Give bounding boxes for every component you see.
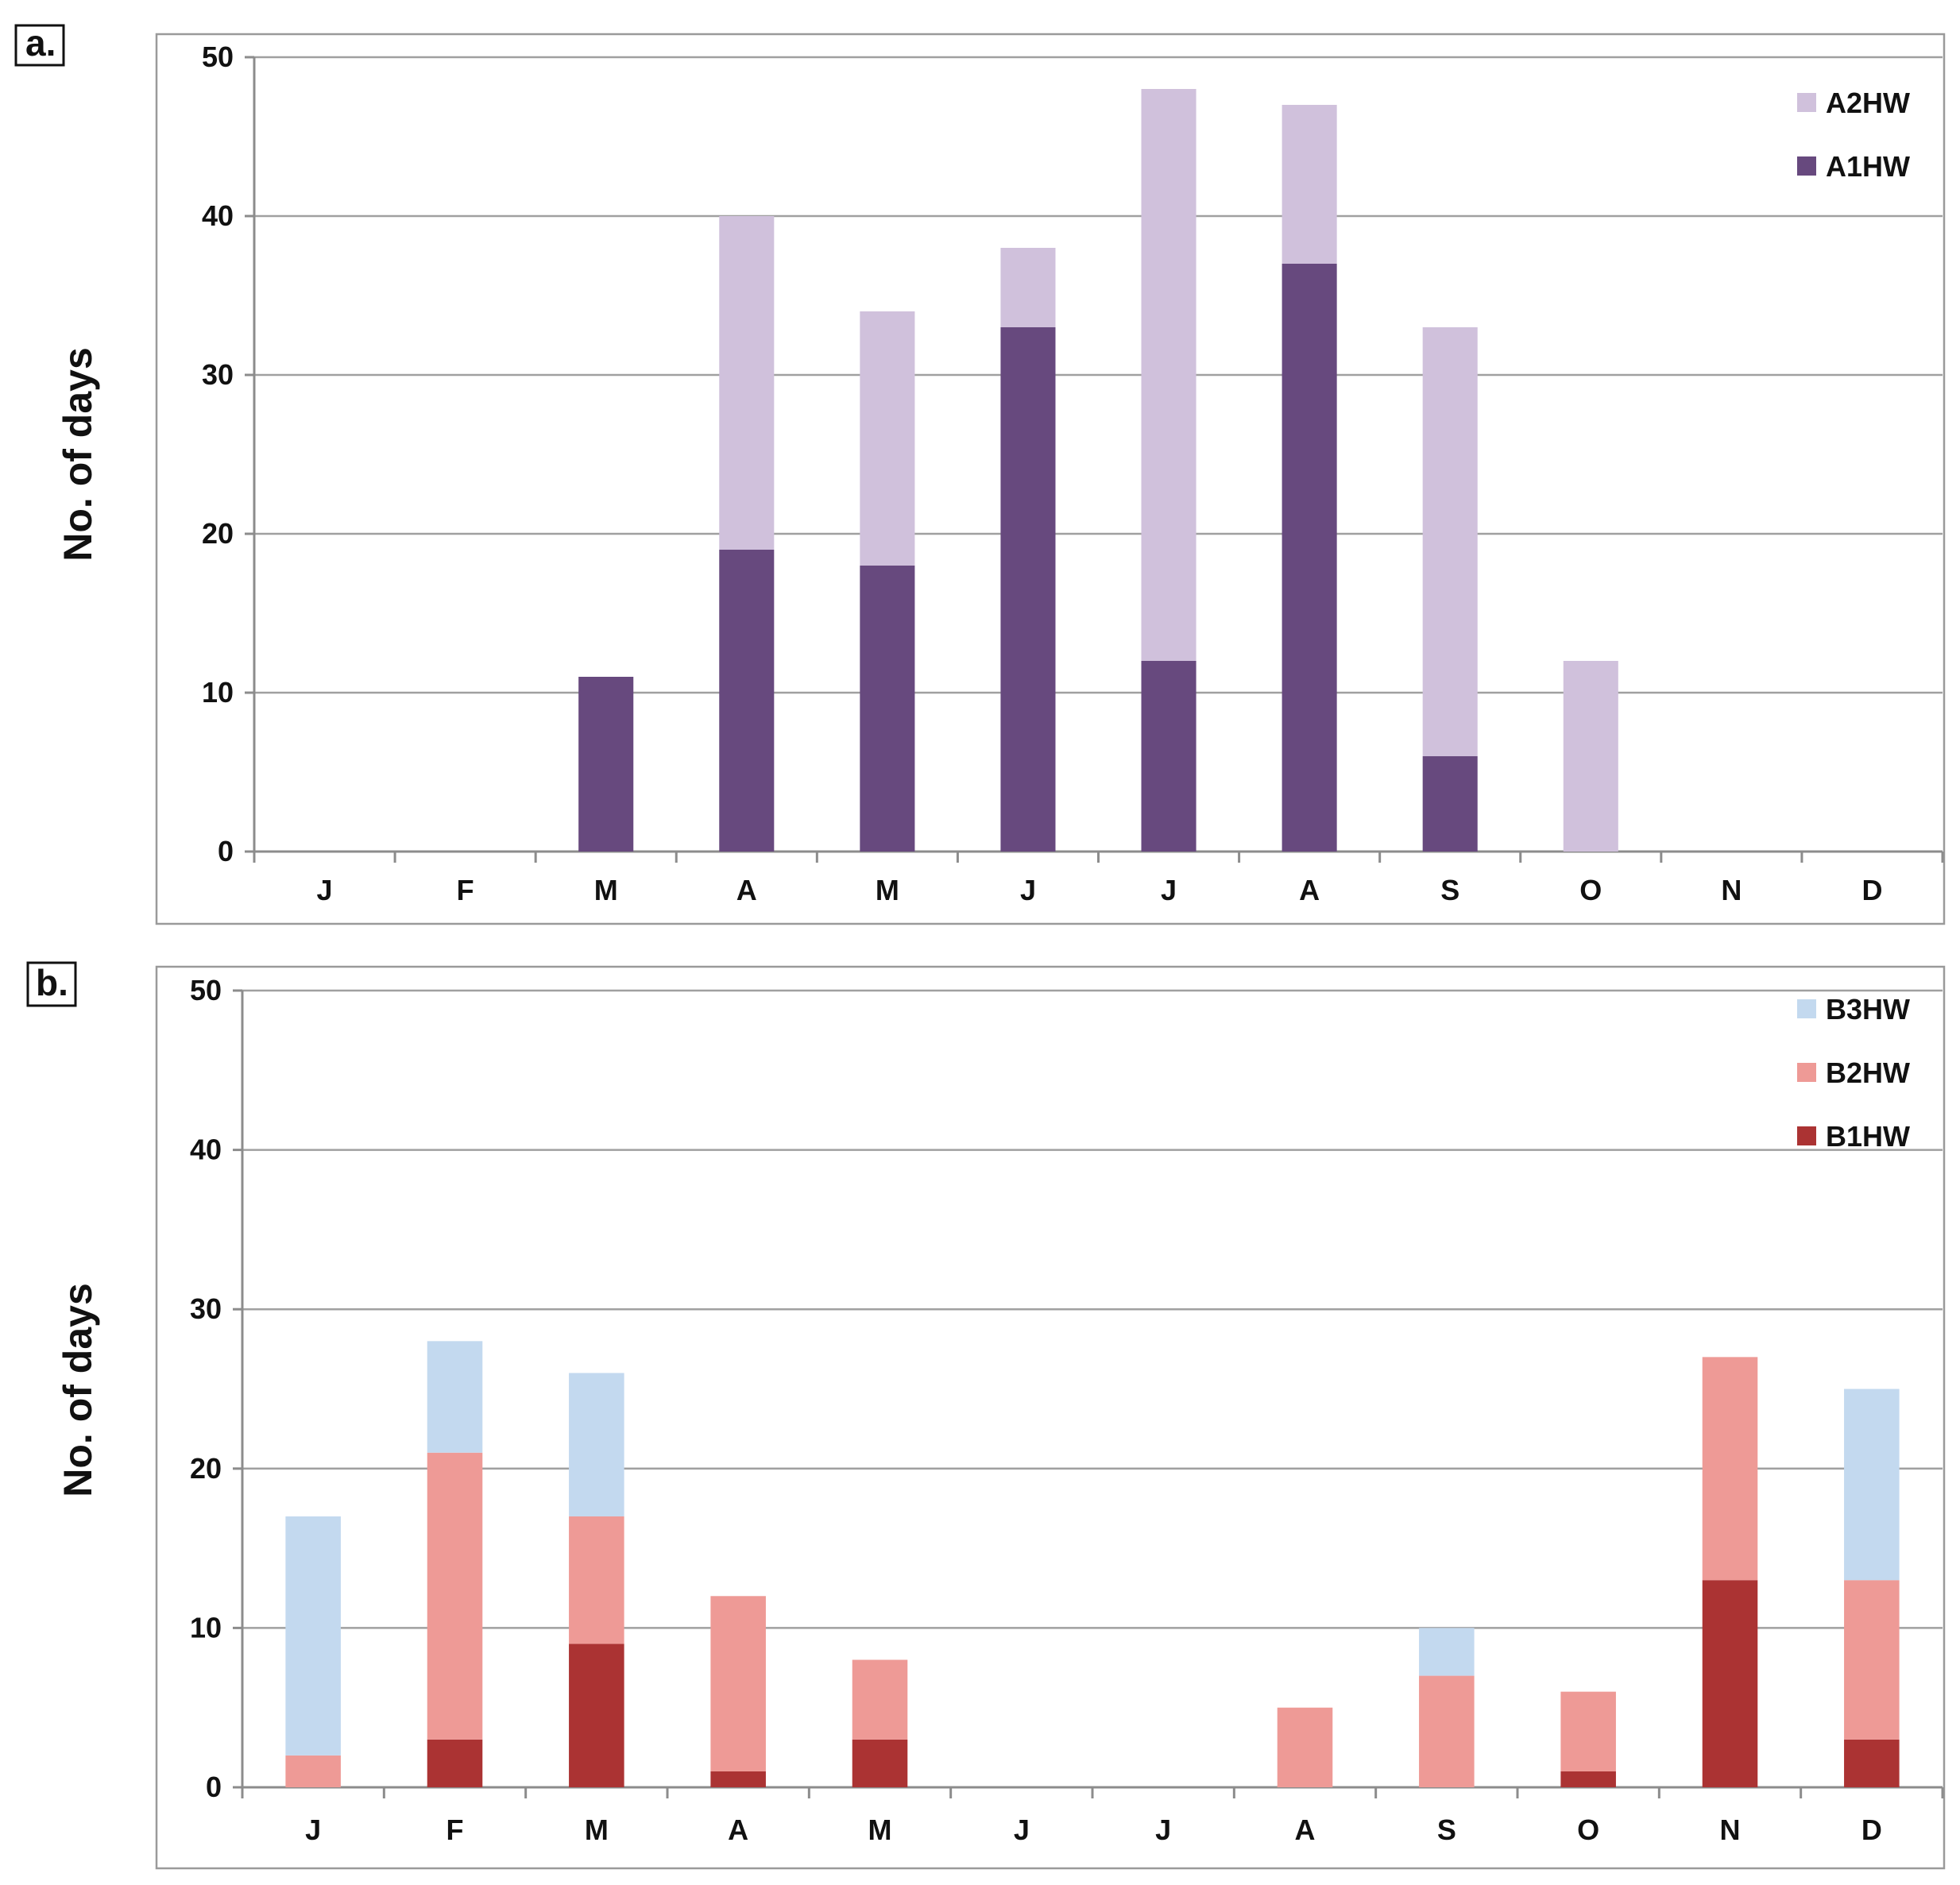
x-tick-label: M bbox=[594, 874, 618, 906]
bar-b2hw-f-2 bbox=[427, 1452, 483, 1740]
y-axis-title: No. of days bbox=[56, 347, 100, 561]
x-tick-label: N bbox=[1721, 874, 1742, 906]
y-tick-label: 0 bbox=[218, 835, 234, 867]
y-tick-label: 40 bbox=[190, 1134, 222, 1166]
x-tick-label: J bbox=[1155, 1814, 1171, 1846]
x-tick-label: M bbox=[868, 1814, 892, 1846]
bar-b2hw-a-8 bbox=[1277, 1707, 1333, 1787]
x-tick-label: F bbox=[447, 1814, 464, 1846]
bar-a2hw-m-5 bbox=[860, 311, 915, 566]
x-tick-label: A bbox=[1295, 1814, 1316, 1846]
legend-label-b3hw: B3HW bbox=[1826, 993, 1910, 1026]
panel-label-box bbox=[14, 24, 65, 67]
y-tick-label: 0 bbox=[206, 1771, 222, 1803]
y-tick-label: 50 bbox=[202, 41, 234, 73]
bar-a2hw-j-6 bbox=[1000, 248, 1056, 327]
legend-swatch-b1hw bbox=[1797, 1126, 1816, 1145]
bar-b3hw-m-3 bbox=[569, 1373, 624, 1516]
bar-b1hw-m-3 bbox=[569, 1644, 624, 1787]
bar-a1hw-a-4 bbox=[719, 550, 775, 852]
x-tick-label: J bbox=[1161, 874, 1177, 906]
x-tick-label: A bbox=[736, 874, 757, 906]
bar-a1hw-m-5 bbox=[860, 566, 915, 852]
x-tick-label: O bbox=[1579, 874, 1602, 906]
y-tick-label: 20 bbox=[202, 517, 234, 550]
bar-b2hw-d-12 bbox=[1844, 1580, 1900, 1740]
bar-b2hw-j-1 bbox=[285, 1755, 341, 1787]
y-tick-label: 20 bbox=[190, 1452, 222, 1485]
bar-a2hw-a-8 bbox=[1282, 105, 1337, 264]
y-tick-label: 10 bbox=[190, 1611, 222, 1644]
bar-b3hw-d-12 bbox=[1844, 1389, 1900, 1581]
panel-a: 0 10 20 30 40 50 J F M A M J J A S O N D No. of days A2HW A1… bbox=[14, 22, 1946, 925]
bar-a1hw-j-7 bbox=[1141, 661, 1196, 852]
legend-swatch-a1hw bbox=[1797, 156, 1816, 176]
legend-label-a2hw: A2HW bbox=[1826, 87, 1910, 119]
bar-b2hw-n-11 bbox=[1702, 1357, 1758, 1581]
x-tick-label: N bbox=[1720, 1814, 1741, 1846]
x-tick-label: A bbox=[728, 1814, 748, 1846]
bar-b3hw-f-2 bbox=[427, 1341, 483, 1453]
bar-b1hw-f-2 bbox=[427, 1739, 483, 1787]
bar-a2hw-s-9 bbox=[1422, 327, 1478, 756]
legend-swatch-b2hw bbox=[1797, 1063, 1816, 1082]
legend-label-b1hw: B1HW bbox=[1826, 1120, 1910, 1153]
bar-a2hw-j-7 bbox=[1141, 89, 1196, 661]
y-tick-label: 30 bbox=[190, 1292, 222, 1325]
y-axis-title: No. of days bbox=[56, 1283, 100, 1497]
x-tick-label: D bbox=[1861, 1814, 1882, 1846]
x-tick-label: D bbox=[1861, 874, 1882, 906]
bar-b3hw-s-9 bbox=[1419, 1628, 1475, 1676]
legend-swatch-b3hw bbox=[1797, 999, 1816, 1018]
x-tick-label: J bbox=[305, 1814, 321, 1846]
bar-b1hw-m-5 bbox=[852, 1739, 908, 1787]
y-tick-label: 50 bbox=[190, 974, 222, 1006]
y-tick-label: 10 bbox=[202, 676, 234, 709]
bar-a2hw-a-4 bbox=[719, 216, 775, 550]
bar-b2hw-o-10 bbox=[1560, 1691, 1616, 1771]
x-tick-label: O bbox=[1577, 1814, 1599, 1846]
x-tick-label: S bbox=[1440, 874, 1459, 906]
panel-label-box bbox=[26, 961, 77, 1007]
panel-label: b. bbox=[36, 962, 68, 1003]
bar-b3hw-j-1 bbox=[285, 1516, 341, 1756]
bar-b2hw-m-5 bbox=[852, 1659, 908, 1740]
legend-label-b2hw: B2HW bbox=[1826, 1056, 1910, 1089]
y-tick-label: 30 bbox=[202, 358, 234, 391]
bar-b2hw-s-9 bbox=[1419, 1675, 1475, 1787]
x-tick-label: J bbox=[317, 874, 333, 906]
y-tick-label: 40 bbox=[202, 199, 234, 232]
x-tick-label: M bbox=[585, 1814, 609, 1846]
bar-b2hw-a-4 bbox=[710, 1596, 766, 1771]
bar-a1hw-m-3 bbox=[578, 677, 634, 852]
bar-b1hw-o-10 bbox=[1560, 1771, 1616, 1787]
panel-b: 0 10 20 30 40 50 J F M A M J J A S O N D No. of days B3HW B2… bbox=[26, 961, 1946, 1870]
x-tick-label: S bbox=[1437, 1814, 1456, 1846]
bar-b2hw-m-3 bbox=[569, 1516, 624, 1644]
panel-label: a. bbox=[25, 22, 56, 64]
bar-b1hw-d-12 bbox=[1844, 1739, 1900, 1787]
bar-b1hw-n-11 bbox=[1702, 1580, 1758, 1787]
x-tick-label: J bbox=[1014, 1814, 1030, 1846]
legend-label-a1hw: A1HW bbox=[1826, 150, 1910, 183]
bar-a1hw-s-9 bbox=[1422, 756, 1478, 852]
bar-a2hw-o-10 bbox=[1563, 661, 1618, 852]
x-tick-label: F bbox=[457, 874, 474, 906]
x-tick-label: J bbox=[1020, 874, 1036, 906]
legend-swatch-a2hw bbox=[1797, 93, 1816, 112]
bar-a1hw-a-8 bbox=[1282, 264, 1337, 852]
x-tick-label: M bbox=[876, 874, 899, 906]
x-tick-label: A bbox=[1299, 874, 1320, 906]
chart-frame bbox=[155, 965, 1946, 1870]
bar-b1hw-a-4 bbox=[710, 1771, 766, 1787]
bar-a1hw-j-6 bbox=[1000, 327, 1056, 852]
